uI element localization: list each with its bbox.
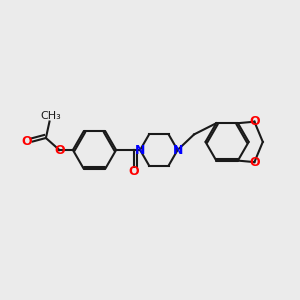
Text: CH₃: CH₃ (40, 111, 61, 121)
Text: O: O (249, 156, 260, 169)
Text: O: O (129, 165, 140, 178)
Text: O: O (22, 135, 32, 148)
Text: O: O (54, 143, 65, 157)
Text: N: N (172, 143, 183, 157)
Text: N: N (135, 143, 145, 157)
Text: O: O (249, 115, 260, 128)
